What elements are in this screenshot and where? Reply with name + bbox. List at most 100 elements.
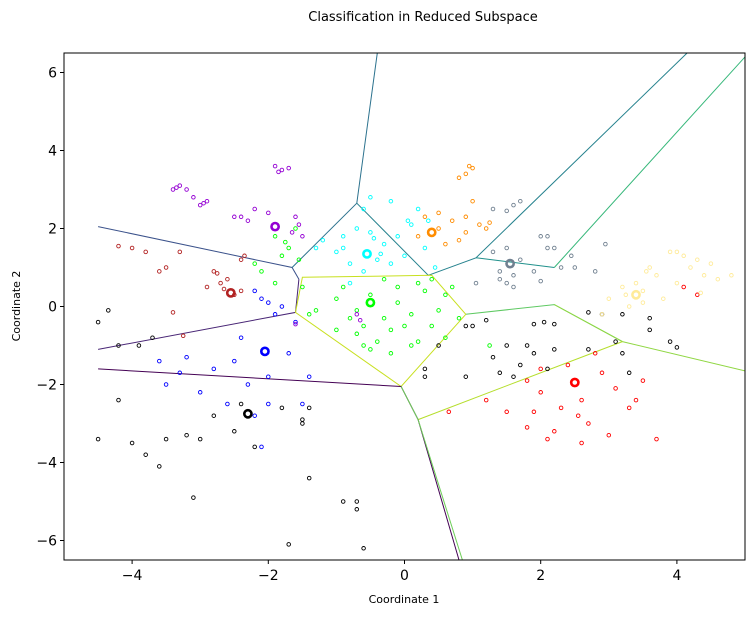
data-point <box>599 370 605 376</box>
data-point <box>443 335 448 340</box>
data-point <box>674 280 680 286</box>
data-point <box>368 195 373 200</box>
data-point <box>300 401 305 407</box>
scatter-points <box>95 163 734 551</box>
data-point <box>415 206 421 212</box>
class-centroids <box>225 221 641 419</box>
data-point <box>647 265 652 270</box>
data-point <box>606 432 612 438</box>
data-point <box>701 273 707 278</box>
data-point <box>245 218 251 223</box>
data-point <box>177 249 183 255</box>
data-point <box>487 343 492 348</box>
data-point <box>354 312 360 317</box>
data-point <box>531 409 537 415</box>
class-centroid-8 <box>505 258 515 269</box>
data-point <box>623 292 629 298</box>
data-point <box>361 546 366 551</box>
data-point <box>340 284 346 290</box>
x-tick-label: 2 <box>536 568 545 584</box>
data-point <box>497 269 503 274</box>
data-point <box>279 253 285 259</box>
data-point <box>170 187 176 192</box>
data-point <box>266 300 271 305</box>
data-point <box>381 315 387 321</box>
data-point <box>443 292 448 298</box>
data-point <box>415 280 421 286</box>
data-point <box>497 276 503 282</box>
data-point <box>191 495 196 500</box>
data-point <box>524 425 530 430</box>
data-point <box>449 218 455 223</box>
y-axis: −6 −4 −2 0 2 4 6 <box>36 66 64 550</box>
data-point <box>300 284 305 290</box>
data-point <box>538 366 543 372</box>
data-point <box>211 269 217 274</box>
data-point <box>238 335 244 340</box>
data-point <box>238 288 244 294</box>
data-point <box>681 284 686 290</box>
data-point <box>426 218 431 223</box>
data-point <box>136 343 142 348</box>
data-point <box>106 308 111 313</box>
x-tick-label: 4 <box>672 568 681 584</box>
data-point <box>388 351 394 356</box>
data-point <box>415 339 421 344</box>
data-point <box>354 499 360 504</box>
y-tick-label: −6 <box>36 534 57 550</box>
data-point <box>483 226 489 231</box>
data-point <box>252 288 257 294</box>
data-point <box>681 253 686 259</box>
data-point <box>490 206 496 212</box>
data-point <box>415 234 421 239</box>
data-point <box>633 280 639 286</box>
data-point <box>143 249 148 255</box>
data-point <box>504 245 509 251</box>
data-point <box>184 187 189 192</box>
data-point <box>225 401 230 407</box>
data-point <box>232 358 237 364</box>
data-point <box>626 405 632 411</box>
data-point <box>245 382 251 387</box>
class-centroid-9 <box>631 289 641 300</box>
data-point <box>286 351 291 356</box>
data-point <box>232 429 237 434</box>
data-point <box>157 269 162 274</box>
data-point <box>347 280 353 286</box>
data-point <box>197 202 203 208</box>
data-point <box>579 440 584 446</box>
data-point <box>266 374 271 379</box>
data-point <box>252 206 257 212</box>
decision-boundary-4 <box>475 257 555 268</box>
data-point <box>306 374 312 379</box>
data-point <box>306 475 312 481</box>
data-point <box>272 280 278 286</box>
data-point <box>191 195 196 200</box>
data-point <box>157 464 162 469</box>
data-point <box>388 261 394 266</box>
data-point <box>289 230 295 235</box>
data-point <box>470 165 475 171</box>
y-tick-label: −2 <box>36 378 57 394</box>
y-tick-label: 2 <box>48 222 57 238</box>
data-point <box>688 265 693 270</box>
data-point <box>504 208 509 214</box>
data-point <box>586 347 591 352</box>
data-point <box>695 257 700 262</box>
data-point <box>483 397 489 403</box>
data-point <box>661 296 666 301</box>
data-point <box>259 269 264 274</box>
x-tick-label: −2 <box>258 568 279 584</box>
data-point <box>524 378 530 383</box>
data-point <box>603 241 608 247</box>
data-point <box>354 331 360 337</box>
data-point <box>715 276 721 282</box>
data-point <box>490 249 496 255</box>
data-point <box>626 304 632 309</box>
data-point <box>552 321 557 327</box>
data-point <box>463 374 469 379</box>
class-centroid-5 <box>426 227 437 238</box>
data-point <box>640 300 646 305</box>
data-point <box>180 333 186 339</box>
